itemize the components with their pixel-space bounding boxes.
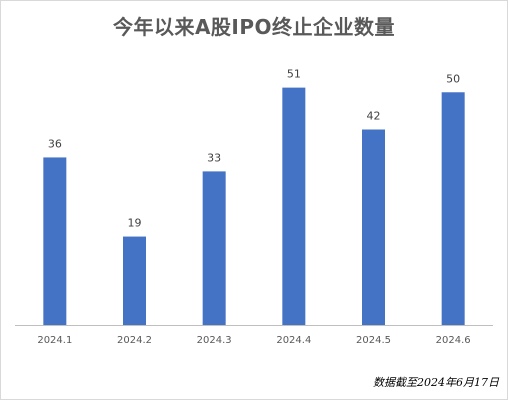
bar-2024.5 (362, 129, 385, 325)
x-tick-label-2024.1: 2024.1 (37, 335, 72, 346)
bar-2024.2 (123, 236, 146, 325)
x-tick-label-2024.6: 2024.6 (436, 335, 471, 346)
x-tick-label-2024.3: 2024.3 (197, 335, 232, 346)
bar-2024.3 (202, 171, 226, 325)
x-tick-label-2024.5: 2024.5 (356, 335, 391, 346)
bar-2024.4 (282, 87, 306, 325)
chart-title: 今年以来A股IPO终止企业数量 (112, 15, 396, 39)
value-label-2024.2: 19 (128, 217, 142, 230)
value-labels-group: 36 19 33 51 42 50 (48, 68, 460, 230)
x-tick-label-2024.4: 2024.4 (276, 335, 311, 346)
data-source-note: 数据截至2024年6月17日 (373, 376, 499, 389)
x-tick-label-2024.2: 2024.2 (117, 335, 152, 346)
x-tick-labels-group: 2024.1 2024.2 2024.3 2024.4 2024.5 2024.6 (37, 335, 470, 346)
value-label-2024.6: 50 (446, 72, 460, 85)
value-label-2024.3: 33 (207, 151, 221, 164)
value-label-2024.1: 36 (48, 137, 62, 150)
bars-group (43, 87, 465, 325)
value-label-2024.4: 51 (287, 68, 301, 81)
bar-2024.1 (43, 157, 67, 325)
value-label-2024.5: 42 (367, 110, 381, 123)
bar-2024.6 (441, 92, 465, 325)
